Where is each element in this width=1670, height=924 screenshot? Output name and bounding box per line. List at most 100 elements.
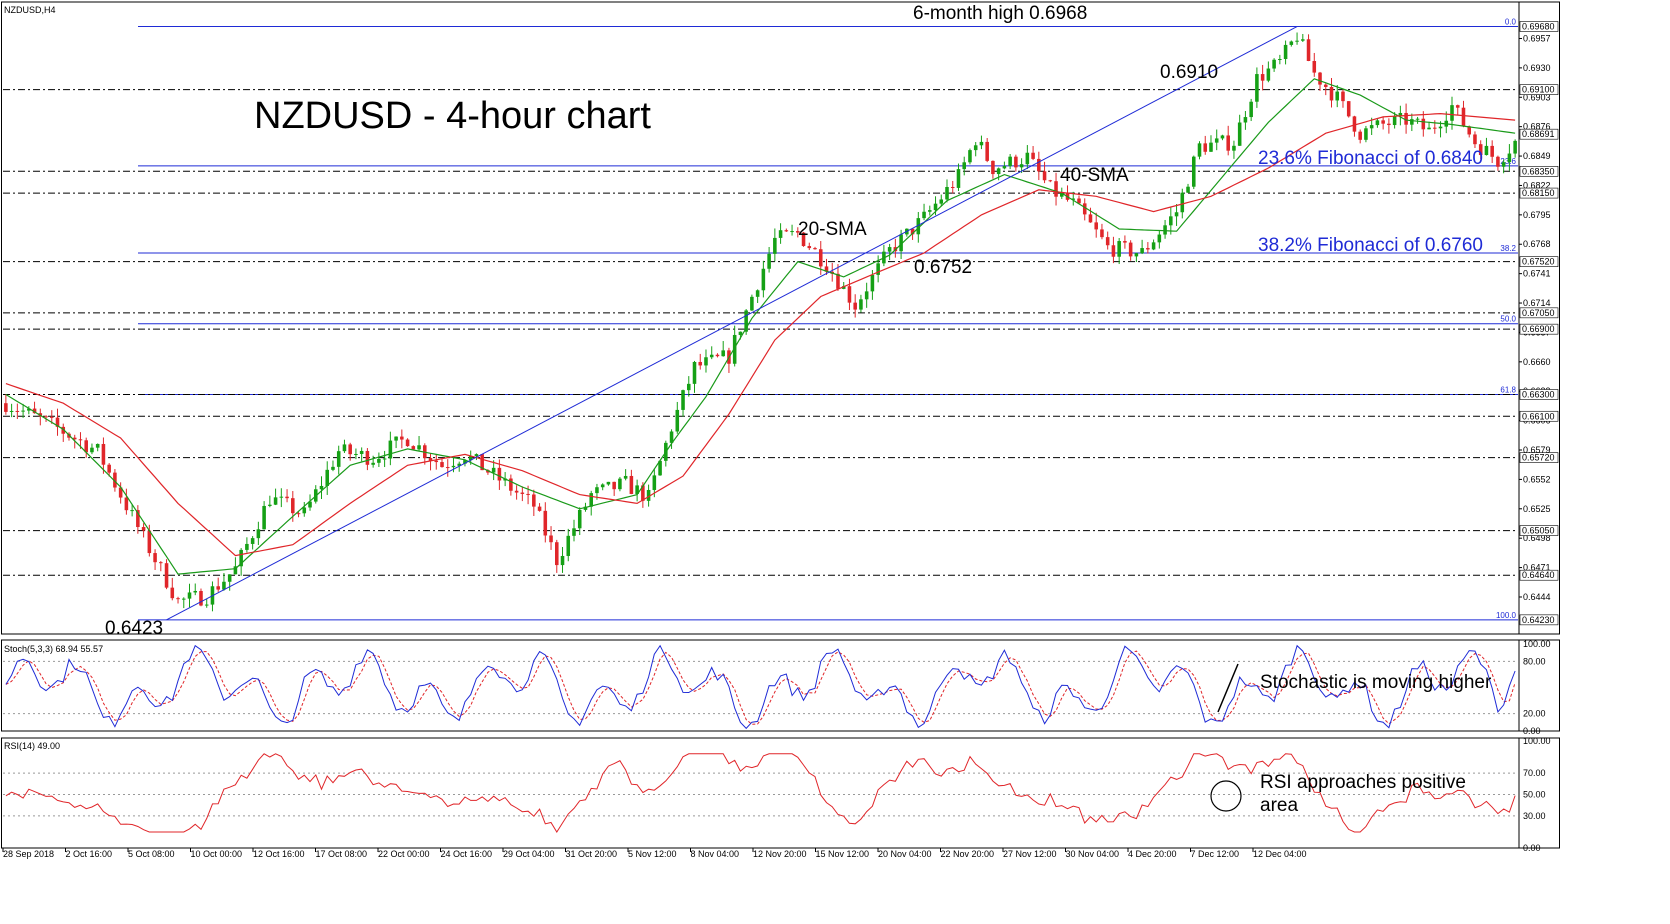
candle-body [1025,152,1030,165]
candle-body [1484,145,1489,156]
price-tag: 0.65720 [1522,453,1555,463]
candle-body [90,447,94,453]
candle-body [1163,225,1167,235]
candle-body [354,453,358,455]
candle-body [1088,214,1093,223]
price-tag: 0.67050 [1522,308,1555,318]
candle-body [1318,72,1322,85]
candle-body [1381,120,1385,124]
candle-body [250,538,255,544]
stoch-signal-line [5,650,1516,725]
price-tag-box [1519,389,1559,400]
x-tick-label: 29 Oct 04:00 [503,849,555,859]
candle-body [1421,118,1426,130]
candle-body [1117,241,1121,257]
candle-body [635,485,639,494]
y-tick-label: 0.6849 [1523,151,1551,161]
candle-body [239,549,243,567]
candle-body [9,410,14,412]
candle-body [1278,59,1282,61]
candle-body [1260,74,1265,81]
candle-body [1019,164,1024,168]
swing-high-annotation: 0.6910 [1160,62,1218,83]
candle-body [193,590,198,593]
candle-body [124,497,129,511]
candle-body [859,299,863,310]
candle-body [1203,143,1208,152]
candle-body [342,444,347,452]
candle-body [256,529,261,539]
rsi-note: RSI approaches positive area [1260,772,1466,816]
y-tick-label: 0.6930 [1523,63,1551,73]
y-tick-label: 0.6957 [1523,33,1551,43]
x-tick-label: 17 Oct 08:00 [316,849,368,859]
candle-body [95,443,100,448]
y-tick-label: 0.6876 [1523,122,1551,132]
candle-body [1031,152,1035,159]
sma-40-line [5,112,1516,557]
candle-body [996,168,1001,175]
candle-body [979,141,984,146]
candle-body [1306,39,1311,61]
candle-body [796,231,800,233]
candle-body [187,592,192,599]
high-annotation: 6-month high 0.6968 [913,3,1087,24]
candle-body [15,410,20,412]
x-tick-label: 4 Dec 20:00 [1128,849,1177,859]
candle-body [233,566,238,575]
candle-body [1346,101,1351,117]
candle-body [72,437,77,440]
candle-body [623,475,628,479]
candle-body [1146,248,1150,250]
candle-body [755,290,760,297]
candle-body [554,542,559,566]
candle-body [262,505,266,530]
candle-body [1398,112,1403,117]
x-tick-label: 22 Nov 20:00 [941,849,995,859]
candle-body [962,162,967,170]
candle-body [1410,119,1414,125]
fib-level-tag: 50.0 [1500,315,1516,324]
price-tag-box [1519,410,1559,422]
candle-body [870,274,875,292]
candle-body [445,467,450,469]
price-tag: 0.64640 [1522,570,1555,580]
candle-body [566,535,571,556]
candle-body [675,409,680,432]
candle-body [1404,112,1408,125]
x-tick-label: 30 Nov 04:00 [1066,849,1120,859]
stoch-note: Stochastic is moving higher [1260,672,1492,693]
candle-body [709,354,714,358]
x-tick-label: 12 Dec 04:00 [1253,849,1307,859]
candle-body [1352,116,1357,132]
candle-body [227,574,232,582]
y-tick-label: 0.6525 [1523,504,1551,514]
candle-body [686,383,691,391]
candle-body [1214,138,1219,143]
candle-body [1329,86,1334,101]
candle-body [1237,122,1242,146]
candle-body [985,141,989,161]
candle-body [658,460,662,476]
candle-body [78,439,83,441]
sma-20-label: 20-SMA [798,219,867,240]
price-tag: 0.68150 [1522,188,1555,198]
candle-body [1014,156,1018,168]
rsi-label: RSI(14) 49.00 [4,741,60,751]
candle-body [1473,134,1477,145]
candle-body [147,530,152,554]
candle-body [1375,120,1380,126]
low-annotation: 0.6423 [105,618,163,639]
candle-body [1048,180,1053,182]
candle-body [216,586,220,590]
stoch-label: Stoch(5,3,3) 68.94 55.57 [4,644,103,654]
candle-body [1243,117,1248,123]
fib-level-tag: 38.2 [1500,244,1516,253]
rsi-y-label: 50.00 [1523,790,1546,800]
fib-level-tag: 0.0 [1505,18,1517,27]
candle-body [572,528,576,536]
candle-body [1358,131,1362,140]
candle-body [457,463,462,466]
candle-body [968,150,972,163]
price-tag-box [1519,452,1559,463]
